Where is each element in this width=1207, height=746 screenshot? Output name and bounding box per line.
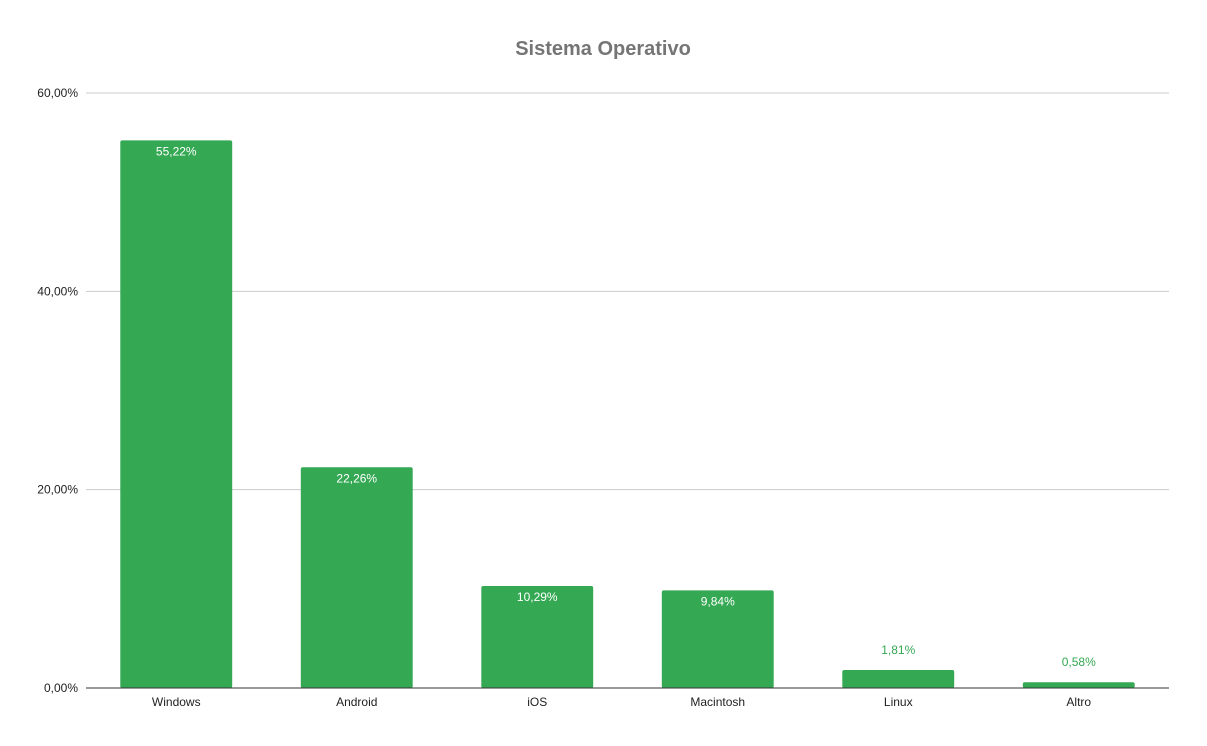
x-tick-label: Windows <box>152 695 201 709</box>
x-tick-label: Macintosh <box>690 695 745 709</box>
x-tick-label: iOS <box>527 695 547 709</box>
data-label: 22,26% <box>336 471 377 485</box>
y-axis-ticks: 0,00% 20,00% 40,00% 60,00% <box>37 86 78 695</box>
bar <box>1022 682 1135 688</box>
data-labels: 55,22% 22,26% 10,29% 9,84% 1,81% 0,58% <box>156 144 1096 669</box>
data-label: 55,22% <box>156 144 197 158</box>
x-tick-label: Android <box>336 695 377 709</box>
bar <box>661 590 774 688</box>
y-tick-label: 40,00% <box>37 284 78 298</box>
y-tick-label: 0,00% <box>44 681 78 695</box>
x-tick-label: Altro <box>1066 695 1091 709</box>
data-label: 9,84% <box>701 594 735 608</box>
data-label: 10,29% <box>517 590 558 604</box>
bar <box>481 585 594 688</box>
gridlines <box>86 92 1169 491</box>
y-tick-label: 20,00% <box>37 483 78 497</box>
y-tick-label: 60,00% <box>37 86 78 100</box>
bar <box>120 140 233 688</box>
data-label: 0,58% <box>1062 655 1096 669</box>
bar <box>842 670 955 688</box>
chart-title: Sistema Operativo <box>515 38 691 60</box>
x-tick-label: Linux <box>884 695 913 709</box>
data-label: 1,81% <box>881 643 915 657</box>
bars <box>120 140 1135 688</box>
bar <box>300 467 413 688</box>
x-axis-ticks: Windows Android iOS Macintosh Linux Altro <box>152 695 1092 709</box>
